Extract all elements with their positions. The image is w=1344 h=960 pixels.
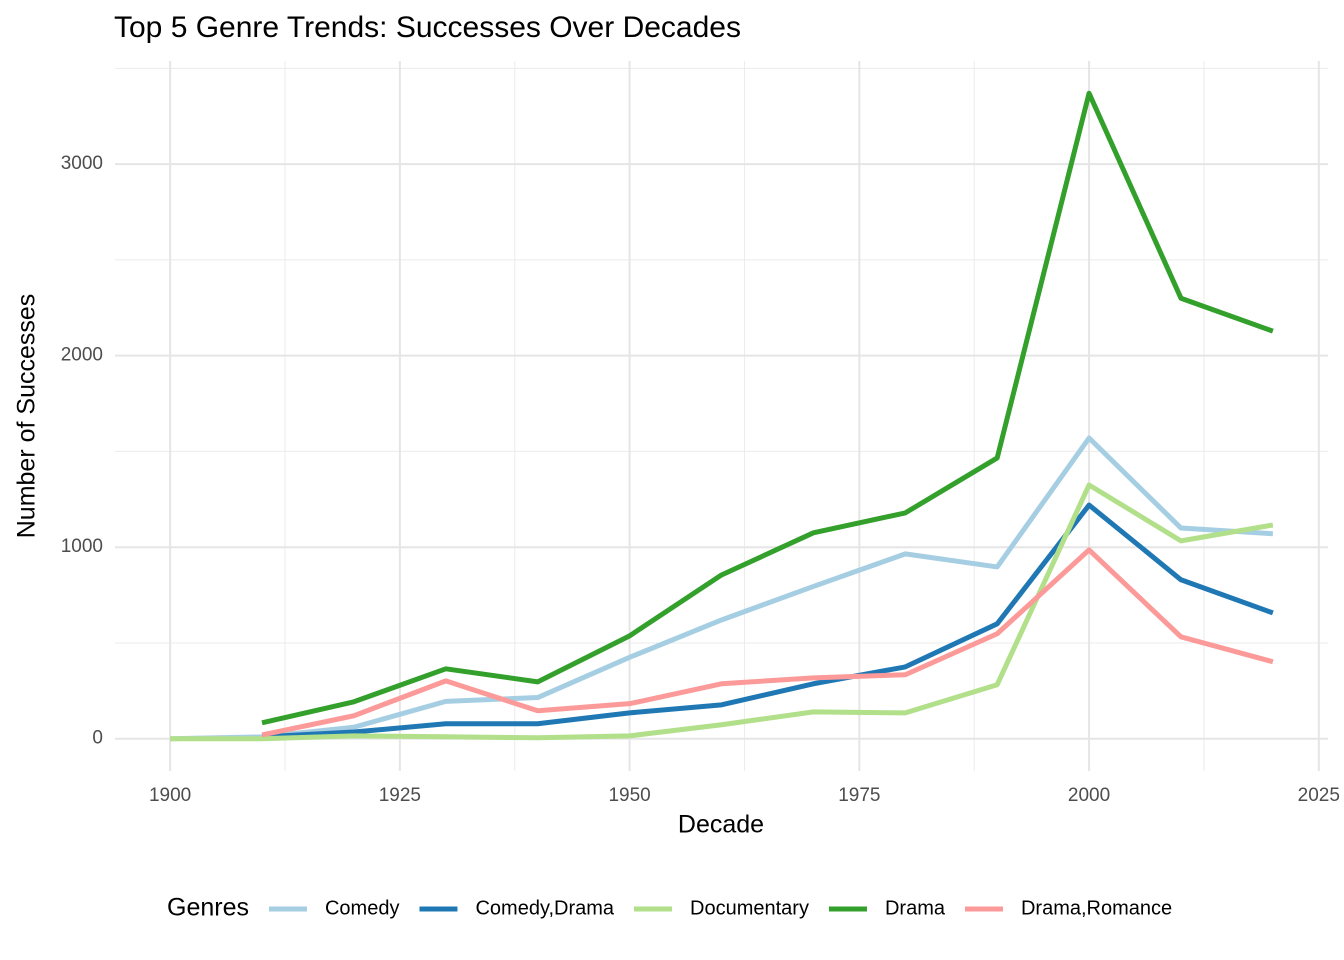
series-line [261,547,1274,738]
x-tick-label: 1950 [608,785,650,806]
series-line [261,90,1274,726]
legend-label: Documentary [690,897,809,919]
x-tick-label: 1900 [149,785,191,806]
y-tick-label: 2000 [61,345,103,366]
legend-title: Genres [167,894,249,922]
chart-title: Top 5 Genre Trends: Successes Over Decad… [114,11,741,44]
x-axis-title: Decade [678,811,764,839]
y-tick-label: 1000 [61,536,103,557]
legend-label: Comedy [325,897,399,919]
series-line [261,502,1274,740]
y-axis-title: Number of Successes [13,294,41,539]
legend-label: Drama [885,897,946,919]
legend-label: Comedy,Drama [475,897,614,919]
series-line [170,482,1274,742]
x-tick-label: 2000 [1068,785,1110,806]
series-line [170,435,1274,742]
x-tick-label: 1975 [838,785,880,806]
legend-label: Drama,Romance [1021,897,1172,919]
y-tick-label: 3000 [61,153,103,174]
x-tick-label: 1925 [379,785,421,806]
y-tick-label: 0 [92,728,103,749]
x-tick-label: 2025 [1298,785,1340,806]
